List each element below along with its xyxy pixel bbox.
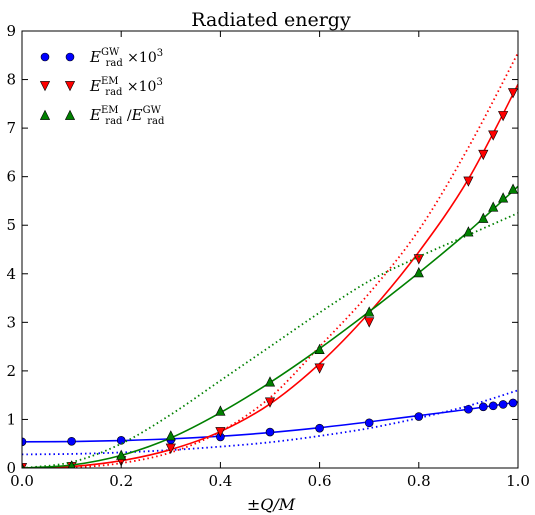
y-tick-label: 8 xyxy=(6,71,16,89)
y-tick-label: 5 xyxy=(6,216,16,234)
legend-label: EEM rad ×103 xyxy=(89,76,163,98)
series-2-point xyxy=(488,201,499,212)
series-0-point xyxy=(315,423,324,433)
legend-marker xyxy=(64,81,76,92)
series-2-point xyxy=(498,192,509,203)
series-0-point xyxy=(22,437,27,447)
series-2-point xyxy=(478,212,489,223)
series-0-point xyxy=(265,427,275,437)
series-2-point xyxy=(22,462,25,468)
series-1-point xyxy=(478,149,489,161)
y-tick-label: 6 xyxy=(6,168,16,186)
series-2-point xyxy=(264,376,276,387)
series-1-point xyxy=(264,397,276,408)
series-1-point xyxy=(165,443,176,454)
y-tick-label: 2 xyxy=(6,362,16,380)
series-0-point xyxy=(67,436,76,446)
legend-marker xyxy=(40,52,50,62)
series-1-point xyxy=(498,111,509,122)
y-tick-label: 7 xyxy=(6,119,16,137)
series-0-point xyxy=(478,402,488,412)
series-1-point xyxy=(314,363,325,374)
legend-marker xyxy=(64,109,76,120)
x-tick-label: 0.2 xyxy=(109,472,133,490)
y-tick-label: 9 xyxy=(6,22,16,40)
y-tick-label: 4 xyxy=(6,265,16,283)
legend-marker xyxy=(39,109,51,120)
series-0-point xyxy=(464,404,473,414)
x-axis-label: ±Q/M xyxy=(247,495,296,514)
series-2-point xyxy=(507,183,518,194)
series-2-point xyxy=(463,226,474,237)
plot-frame xyxy=(21,30,519,469)
x-tick-label: 0.6 xyxy=(308,472,332,490)
series-0-point xyxy=(508,398,518,408)
legend-marker xyxy=(65,52,75,62)
series-0-point xyxy=(414,412,424,421)
series-1-solid-fit xyxy=(22,84,518,468)
series-2-solid-fit xyxy=(22,185,518,468)
series-2-point xyxy=(413,267,424,278)
series-1-point xyxy=(507,88,518,99)
legend-entry-1: EEM rad ×103 xyxy=(39,76,163,98)
legend-marker xyxy=(39,81,51,92)
series-2 xyxy=(22,183,518,468)
chart-title: Radiated energy xyxy=(191,9,351,31)
series-1-point xyxy=(215,427,226,438)
series-0-point xyxy=(498,400,508,409)
series-1-point xyxy=(413,254,424,265)
series-2-point xyxy=(67,460,76,468)
series-2-point xyxy=(314,343,325,354)
series-2-point xyxy=(165,430,176,441)
series-1-point xyxy=(364,317,375,328)
y-tick-label: 3 xyxy=(6,313,16,331)
series-0-dotted-fit xyxy=(22,389,518,456)
legend-label: EEM rad /EGW rad xyxy=(89,105,165,127)
legend: EGW rad ×103 EEM rad ×103 EEM rad /EGW rad xyxy=(39,47,165,127)
series-0-point xyxy=(488,401,498,411)
x-tick-label: 1.0 xyxy=(506,472,530,490)
series-0-point xyxy=(116,436,126,445)
y-tick-label: 0 xyxy=(6,459,16,477)
legend-entry-0: EGW rad ×103 xyxy=(40,47,163,69)
legend-entry-2: EEM rad /EGW rad xyxy=(39,105,165,127)
series-1-point xyxy=(488,130,499,141)
x-tick-label: 0.0 xyxy=(10,472,34,490)
series-2-point xyxy=(116,449,127,460)
x-tick-label: 0.8 xyxy=(407,472,431,490)
series-1-dotted-fit xyxy=(22,52,518,468)
x-tick-label: 0.4 xyxy=(208,472,232,490)
series-0-point xyxy=(364,418,374,428)
legend-label: EGW rad ×103 xyxy=(89,47,163,69)
series-2-point xyxy=(364,306,375,317)
y-tick-label: 1 xyxy=(6,410,16,428)
series-2-point xyxy=(215,405,226,416)
series-1-point xyxy=(463,176,474,187)
